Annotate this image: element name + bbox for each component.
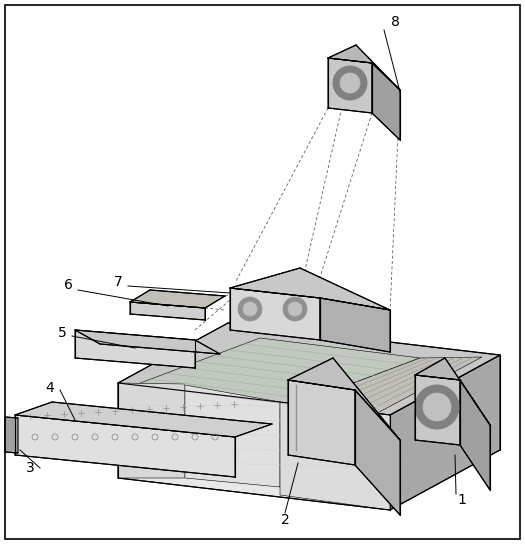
Polygon shape <box>15 402 272 437</box>
Polygon shape <box>280 402 390 510</box>
Polygon shape <box>15 415 235 477</box>
Circle shape <box>333 66 367 100</box>
Circle shape <box>288 302 302 316</box>
Polygon shape <box>118 383 185 478</box>
Polygon shape <box>295 357 482 417</box>
Circle shape <box>243 302 257 316</box>
Polygon shape <box>230 288 320 340</box>
Text: 5: 5 <box>58 326 66 340</box>
Polygon shape <box>230 268 390 310</box>
Polygon shape <box>135 338 420 405</box>
Polygon shape <box>460 380 490 490</box>
Polygon shape <box>185 385 280 487</box>
Circle shape <box>415 385 459 429</box>
Polygon shape <box>130 302 205 320</box>
Polygon shape <box>75 330 220 354</box>
Polygon shape <box>372 63 400 140</box>
Text: 8: 8 <box>391 15 400 29</box>
Polygon shape <box>390 355 500 510</box>
Text: 6: 6 <box>64 278 72 292</box>
Circle shape <box>238 297 262 321</box>
Text: 1: 1 <box>458 493 466 507</box>
Polygon shape <box>130 290 225 308</box>
Circle shape <box>340 73 360 93</box>
Polygon shape <box>5 417 18 453</box>
Polygon shape <box>288 380 355 465</box>
Text: 4: 4 <box>46 381 55 395</box>
Polygon shape <box>355 390 400 515</box>
Polygon shape <box>118 383 390 510</box>
Circle shape <box>283 297 307 321</box>
Polygon shape <box>328 58 372 113</box>
Polygon shape <box>288 358 400 440</box>
Polygon shape <box>415 375 460 445</box>
Text: 3: 3 <box>26 461 34 475</box>
Polygon shape <box>75 330 195 368</box>
Circle shape <box>423 393 451 421</box>
Text: 2: 2 <box>281 513 289 527</box>
Polygon shape <box>415 358 490 425</box>
Polygon shape <box>320 298 390 352</box>
Polygon shape <box>118 323 500 415</box>
Polygon shape <box>328 45 400 90</box>
Text: 7: 7 <box>113 275 122 289</box>
